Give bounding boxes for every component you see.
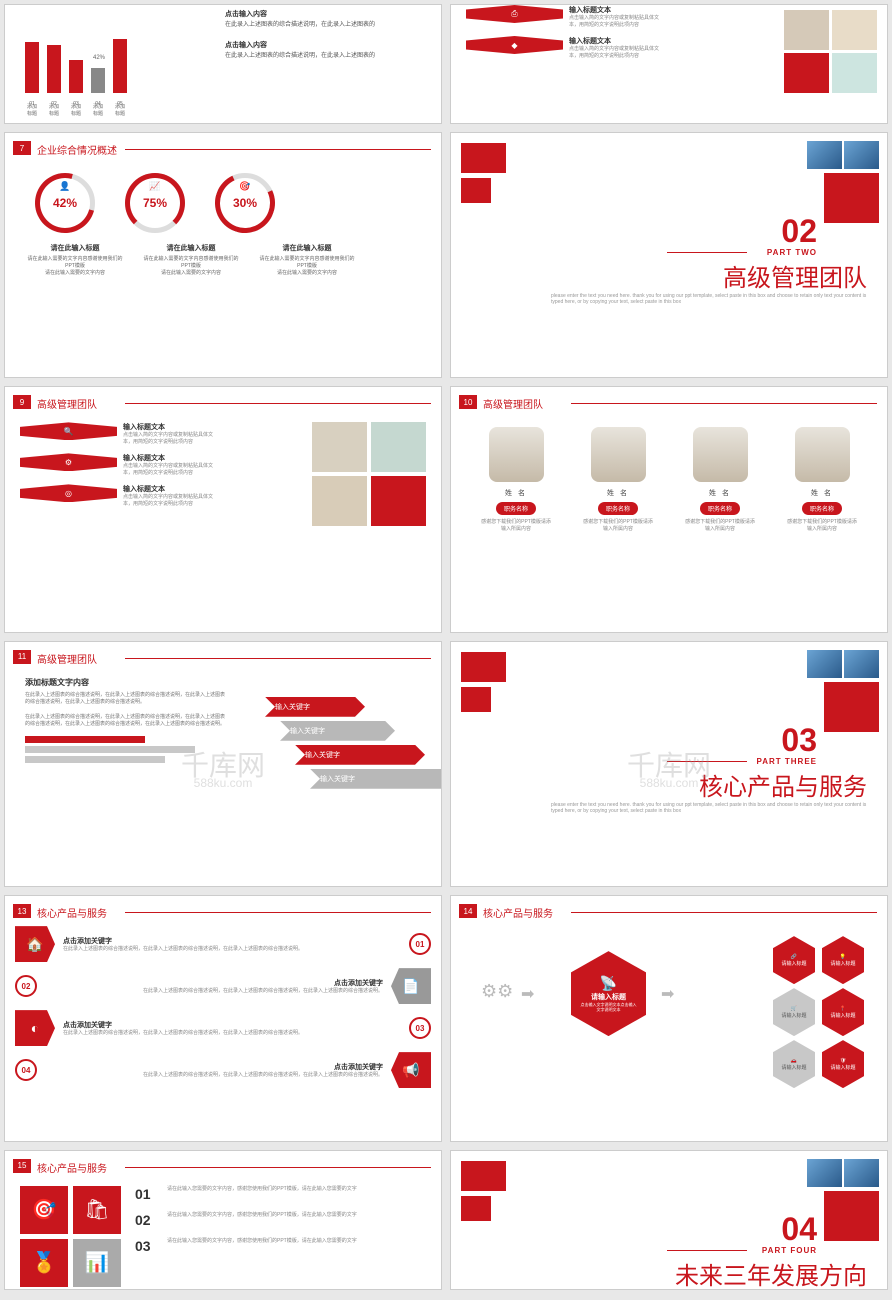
gear-icon: ⚙ — [20, 453, 117, 471]
section-04: 04 PART FOUR 未来三年发展方向 — [450, 1150, 888, 1290]
section-part: PART THREE — [756, 757, 817, 766]
section-part: PART TWO — [767, 248, 817, 257]
member-photo — [489, 427, 544, 482]
slide-title: 高级管理团队 — [37, 651, 97, 666]
person-icon: 👤 — [59, 181, 70, 192]
slide-number: 7 — [13, 141, 31, 155]
slide-6: ⎙输入标题文本点击输入简的文字内容或复制粘贴具体文本，用简短的文字说明此项内容 … — [450, 4, 888, 124]
slide-7: 7 企业综合情况概述 👤42% 📈75% 🎯30% 请在此输入标题请在此输入需要… — [4, 132, 442, 378]
section-title: 未来三年发展方向 — [675, 1256, 867, 1290]
slide-number: 15 — [13, 1159, 31, 1173]
section-number: 03 — [781, 722, 817, 759]
icon-grid: 🎯 🛍 🏅 📊 — [20, 1186, 121, 1287]
section-part: PART FOUR — [762, 1246, 817, 1255]
slide9-items: 🔍输入标题文本点击输入简的文字内容或复制粘贴具体文本，用简短的文字说明此项内容 … — [20, 422, 220, 515]
slide-13: 13 核心产品与服务 🏠点击添加关键字在此录入上述图表的综合描述说明，在此录入上… — [4, 895, 442, 1141]
slide-15: 15 核心产品与服务 🎯 🛍 🏅 📊 01请在此输入您需要的文字内容，感谢您使用… — [4, 1150, 442, 1290]
slide6-items: ⎙输入标题文本点击输入简的文字内容或复制粘贴具体文本，用简短的文字说明此项内容 … — [466, 5, 666, 67]
slide-number: 9 — [13, 395, 31, 409]
member-photo — [693, 427, 748, 482]
slide-grid: 42% 0102030405 添加标题添加标题添加标题添加标题添加标题 点击输入… — [4, 4, 888, 1290]
slide-5: 42% 0102030405 添加标题添加标题添加标题添加标题添加标题 点击输入… — [4, 4, 442, 124]
section-desc: please enter the text you need here. tha… — [551, 293, 867, 305]
slide-number: 10 — [459, 395, 477, 409]
gear-icon: ⚙⚙ — [481, 981, 513, 1002]
bar-label: 42% — [93, 55, 105, 61]
pie-icon: ◐ — [15, 1010, 55, 1046]
team-members: 姓 名职务名称感谢您下载我们的PPT模版请添输入所属内容 姓 名职务名称感谢您下… — [471, 427, 867, 532]
badge-icon: 🏅 — [20, 1239, 68, 1287]
doc-icon: 📄 — [391, 968, 431, 1004]
slide-title: 企业综合情况概述 — [37, 142, 117, 157]
section-desc: please enter the text you need here. tha… — [551, 802, 867, 814]
arrow-icon: ➡ — [661, 984, 674, 1004]
bag-icon: 🛍 — [73, 1186, 121, 1234]
donut-descriptions: 请在此输入标题请在此输入需要的文字内容感谢使用我们的PPT模版请在此输入需要的文… — [25, 243, 357, 276]
target-icon: 🎯 — [20, 1186, 68, 1234]
bar-sublabels: 添加标题添加标题添加标题添加标题添加标题 — [25, 103, 127, 117]
section-03: 03 PART THREE 核心产品与服务 please enter the t… — [450, 641, 888, 887]
slide-11: 11 高级管理团队 添加标题文字内容 在此录入上述图表的综合描述说明，在此录入上… — [4, 641, 442, 887]
center-hexagon: 📡 请输入标题点击输入文字说明文本点击输入文字说明文本 — [571, 951, 646, 1036]
member-photo — [591, 427, 646, 482]
hex-icon: ⎙ — [466, 5, 563, 23]
keyword-arrows: 输入关键字 输入关键字 输入关键字 输入关键字 — [265, 697, 442, 793]
slide9-images — [312, 422, 426, 526]
hex-icon: ◆ — [466, 36, 563, 54]
slide-10: 10 高级管理团队 姓 名职务名称感谢您下载我们的PPT模版请添输入所属内容 姓… — [450, 386, 888, 632]
arrow-icon: ➡ — [521, 984, 534, 1004]
slide6-images — [784, 10, 877, 93]
bar-chart — [25, 33, 127, 93]
slide-number: 11 — [13, 650, 31, 664]
slide-9: 9 高级管理团队 🔍输入标题文本点击输入简的文字内容或复制粘贴具体文本，用简短的… — [4, 386, 442, 632]
section-number: 04 — [781, 1211, 817, 1248]
megaphone-icon: 📢 — [391, 1052, 431, 1088]
wifi-icon: 📡 — [600, 975, 617, 992]
slide-title: 高级管理团队 — [483, 396, 543, 411]
section-title: 高级管理团队 — [723, 258, 867, 293]
watermark-sub: 588ku.com — [640, 776, 699, 790]
section-02: 02 PART TWO 高级管理团队 please enter the text… — [450, 132, 888, 378]
member-photo — [795, 427, 850, 482]
target-icon: ◎ — [20, 484, 117, 502]
target-icon: 🎯 — [239, 181, 250, 192]
slide5-right: 点击输入内容在此录入上述图表的综合描述说明，在此录入上述图表的 点击输入内容在此… — [225, 5, 431, 59]
search-icon: 🔍 — [20, 422, 117, 440]
slide-number: 14 — [459, 904, 477, 918]
slide-title: 核心产品与服务 — [37, 1160, 107, 1175]
slide-14: 14 核心产品与服务 ⚙⚙ ➡ 📡 请输入标题点击输入文字说明文本点击输入文字说… — [450, 895, 888, 1141]
slide-title: 高级管理团队 — [37, 396, 97, 411]
home-icon: 🏠 — [15, 926, 55, 962]
chart-icon: 📊 — [73, 1239, 121, 1287]
slide-number: 13 — [13, 904, 31, 918]
slide11-text: 添加标题文字内容 在此录入上述图表的综合描述说明，在此录入上述图表的综合描述说明… — [25, 677, 225, 766]
watermark-sub: 588ku.com — [194, 776, 253, 790]
slide13-items: 🏠点击添加关键字在此录入上述图表的综合描述说明，在此录入上述图表的综合描述说明，… — [15, 926, 431, 1094]
donut-charts: 👤42% 📈75% 🎯30% — [35, 173, 275, 233]
numbered-list: 01请在此输入您需要的文字内容，感谢您使用我们的PPT模版，请在此输入您需要的文… — [135, 1186, 426, 1264]
section-title: 核心产品与服务 — [699, 767, 867, 802]
slide-title: 核心产品与服务 — [483, 905, 553, 920]
hexagon-grid: 🔗请输入标题 💡请输入标题 🛒请输入标题 📍请输入标题 🚗请输入标题 🛡请输入标… — [773, 936, 867, 1088]
chart-icon: 📈 — [149, 181, 160, 192]
slide-title: 核心产品与服务 — [37, 905, 107, 920]
section-number: 02 — [781, 213, 817, 250]
